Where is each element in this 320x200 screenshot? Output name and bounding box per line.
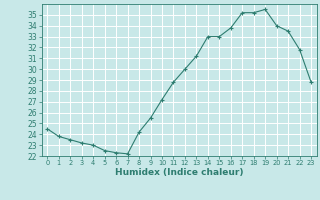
X-axis label: Humidex (Indice chaleur): Humidex (Indice chaleur): [115, 168, 244, 177]
